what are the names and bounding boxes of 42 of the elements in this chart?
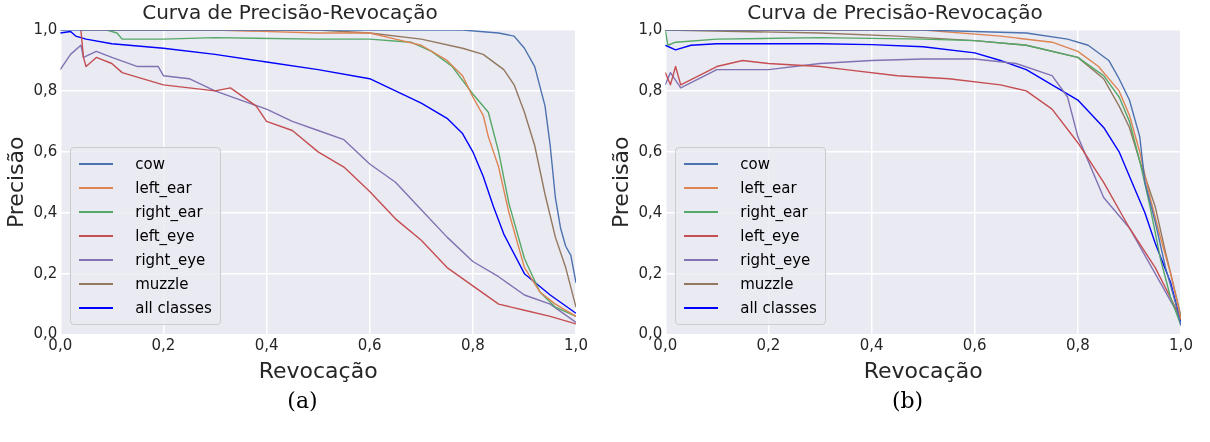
legend-label: left_eye xyxy=(740,226,800,245)
y-axis-title: Precisão xyxy=(607,136,633,229)
y-tick-label: 1,0 xyxy=(33,19,58,38)
legend-label: left_ear xyxy=(135,178,192,197)
x-tick-label: 0,6 xyxy=(962,336,987,355)
text: (a) xyxy=(286,388,319,413)
x-tick-label: 1,0 xyxy=(564,336,588,355)
legend-label: right_eye xyxy=(135,250,206,269)
x-tick-label: 0,8 xyxy=(460,336,485,355)
chart-title: Curva de Precisão-Revocação xyxy=(142,0,438,25)
x-tick-label: 0,4 xyxy=(254,336,279,355)
y-tick-label: 0,4 xyxy=(33,202,58,221)
y-tick-label: 0,6 xyxy=(638,141,663,160)
y-axis-title: Precisão xyxy=(2,136,28,229)
legend-label: left_ear xyxy=(740,178,797,197)
y-tick-label: 1,0 xyxy=(638,19,663,38)
legend-label: all classes xyxy=(740,298,817,317)
x-tick-label: 1,0 xyxy=(1169,336,1193,355)
y-tick-label: 0,2 xyxy=(33,263,58,282)
legend-label: right_eye xyxy=(740,250,811,269)
y-tick-label: 0,8 xyxy=(33,80,58,99)
legend-label: right_ear xyxy=(135,202,203,221)
x-tick-label: 0,4 xyxy=(859,336,884,355)
x-axis-title: Revocação xyxy=(258,357,378,383)
x-tick-label: 0,2 xyxy=(756,336,781,355)
legend-label: all classes xyxy=(135,298,212,317)
x-tick-label: 0,6 xyxy=(357,336,382,355)
y-tick-label: 0,4 xyxy=(638,202,663,221)
legend-label: cow xyxy=(135,154,165,173)
y-tick-label: 0,6 xyxy=(33,141,58,160)
legend-label: muzzle xyxy=(135,274,189,293)
text: (b) xyxy=(890,388,925,413)
x-tick-label: 0,8 xyxy=(1065,336,1090,355)
y-tick-label: 0,2 xyxy=(638,263,663,282)
x-axis-title: Revocação xyxy=(863,357,983,383)
legend-label: cow xyxy=(740,154,770,173)
legend-label: left_eye xyxy=(135,226,195,245)
legend-label: muzzle xyxy=(740,274,794,293)
legend-label: right_ear xyxy=(740,202,808,221)
y-tick-label: 0,8 xyxy=(638,80,663,99)
x-tick-label: 0,2 xyxy=(151,336,176,355)
chart-title: Curva de Precisão-Revocação xyxy=(747,0,1043,25)
